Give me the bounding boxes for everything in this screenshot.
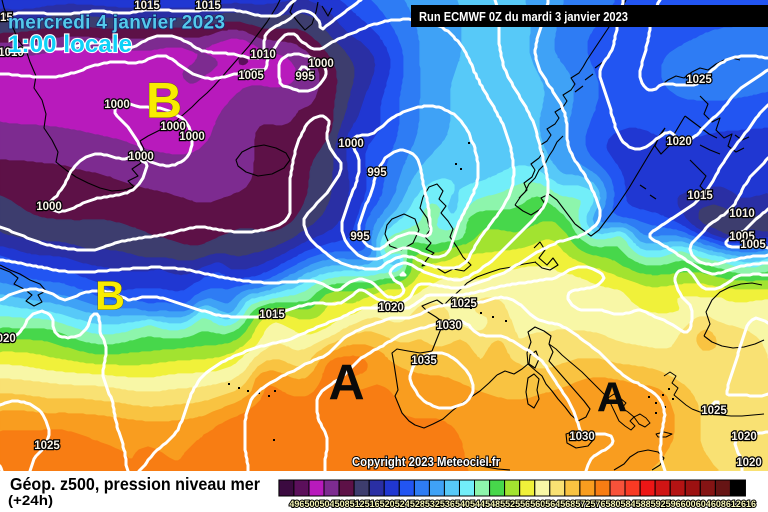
svg-text:1015: 1015 — [134, 0, 160, 12]
svg-text:532: 532 — [425, 499, 440, 509]
svg-text:A: A — [597, 374, 627, 421]
svg-text:592: 592 — [651, 499, 666, 509]
svg-text:(+24h): (+24h) — [8, 493, 53, 508]
svg-text:1025: 1025 — [686, 74, 712, 86]
svg-text:600: 600 — [681, 499, 696, 509]
svg-text:1025: 1025 — [34, 440, 60, 452]
svg-text:1030: 1030 — [569, 431, 595, 443]
svg-text:584: 584 — [620, 499, 635, 509]
svg-text:516: 516 — [365, 499, 380, 509]
svg-text:608: 608 — [711, 499, 726, 509]
svg-text:1020: 1020 — [378, 302, 404, 314]
svg-text:508: 508 — [335, 499, 350, 509]
svg-text:Copyright 2023 Meteociel.fr: Copyright 2023 Meteociel.fr — [352, 455, 500, 469]
svg-text:Géop. z500, pression niveau me: Géop. z500, pression niveau mer — [10, 474, 260, 494]
svg-text:548: 548 — [485, 499, 500, 509]
svg-text:604: 604 — [696, 499, 711, 509]
svg-text:B: B — [95, 273, 125, 319]
svg-text:1035: 1035 — [411, 355, 437, 367]
svg-text:995: 995 — [295, 71, 315, 83]
svg-text:544: 544 — [470, 499, 485, 509]
svg-text:1005: 1005 — [740, 239, 766, 251]
svg-text:B: B — [146, 73, 182, 129]
svg-text:1015: 1015 — [687, 190, 713, 202]
svg-text:496: 496 — [289, 499, 304, 509]
svg-text:588: 588 — [636, 499, 651, 509]
svg-text:560: 560 — [530, 499, 545, 509]
svg-text:1020: 1020 — [731, 431, 757, 443]
svg-text:995: 995 — [367, 167, 387, 179]
svg-text:1030: 1030 — [436, 320, 462, 332]
svg-text:504: 504 — [319, 499, 334, 509]
svg-text:1025: 1025 — [451, 298, 477, 310]
svg-text:1010: 1010 — [0, 47, 24, 59]
svg-text:1000: 1000 — [104, 99, 130, 111]
svg-text:1010: 1010 — [250, 49, 276, 61]
svg-text:1000: 1000 — [128, 151, 154, 163]
svg-text:1020: 1020 — [666, 136, 692, 148]
svg-text:512: 512 — [350, 499, 365, 509]
svg-text:552: 552 — [500, 499, 515, 509]
svg-text:1000: 1000 — [338, 138, 364, 150]
svg-text:1020: 1020 — [0, 333, 16, 345]
svg-text:995: 995 — [350, 231, 370, 243]
svg-text:1005: 1005 — [238, 70, 264, 82]
svg-text:596: 596 — [666, 499, 681, 509]
svg-text:1000: 1000 — [160, 121, 186, 133]
svg-text:564: 564 — [545, 499, 560, 509]
svg-text:1:00 locale: 1:00 locale — [8, 31, 132, 58]
svg-text:556: 556 — [515, 499, 530, 509]
svg-text:A: A — [328, 355, 364, 411]
svg-text:1000: 1000 — [308, 58, 334, 70]
svg-text:580: 580 — [605, 499, 620, 509]
svg-text:576: 576 — [590, 499, 605, 509]
svg-text:Run ECMWF 0Z du mardi 3 janvie: Run ECMWF 0Z du mardi 3 janvier 2023 — [419, 9, 628, 24]
svg-text:1020: 1020 — [736, 457, 762, 469]
svg-text:520: 520 — [380, 499, 395, 509]
svg-text:1010: 1010 — [729, 208, 755, 220]
svg-text:616: 616 — [741, 499, 756, 509]
svg-text:1015: 1015 — [0, 12, 13, 24]
svg-text:1005: 1005 — [729, 231, 755, 243]
svg-text:568: 568 — [560, 499, 575, 509]
svg-text:500: 500 — [304, 499, 319, 509]
svg-text:536: 536 — [440, 499, 455, 509]
svg-text:612: 612 — [726, 499, 741, 509]
svg-text:524: 524 — [395, 499, 410, 509]
svg-text:1015: 1015 — [195, 0, 221, 12]
svg-text:1015: 1015 — [259, 309, 285, 321]
svg-text:1000: 1000 — [179, 131, 205, 143]
svg-text:1000: 1000 — [36, 201, 62, 213]
svg-text:572: 572 — [575, 499, 590, 509]
svg-text:540: 540 — [455, 499, 470, 509]
svg-text:mercredi 4 janvier 2023: mercredi 4 janvier 2023 — [8, 13, 225, 34]
svg-text:528: 528 — [410, 499, 425, 509]
svg-text:1025: 1025 — [701, 405, 727, 417]
